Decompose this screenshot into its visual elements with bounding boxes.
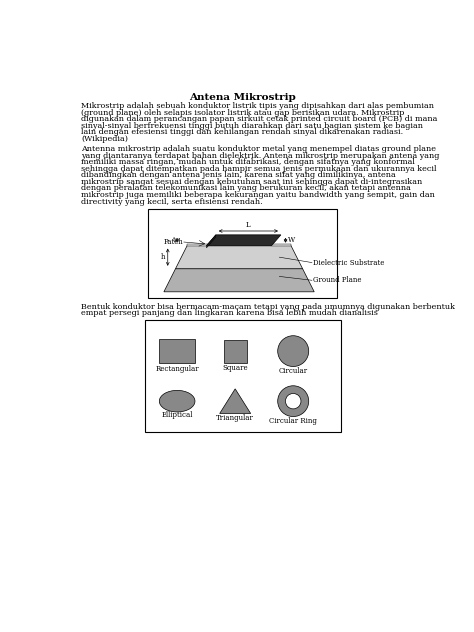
- Text: yang diantaranya terdapat bahan dielektrik. Antena mikrostrip merupakan antena y: yang diantaranya terdapat bahan dielektr…: [81, 152, 439, 160]
- Text: t: t: [173, 236, 175, 244]
- Polygon shape: [175, 246, 302, 269]
- Text: (Wikipedia): (Wikipedia): [81, 135, 128, 143]
- Circle shape: [285, 394, 301, 409]
- Polygon shape: [207, 235, 281, 246]
- Polygon shape: [219, 389, 251, 413]
- Text: Circular: Circular: [279, 367, 308, 375]
- Text: W: W: [288, 236, 295, 244]
- Text: h: h: [161, 253, 165, 261]
- Text: sehingga dapat ditempatkan pada hampir semua jenis permukaan dan ukurannya kecil: sehingga dapat ditempatkan pada hampir s…: [81, 165, 437, 173]
- Bar: [159, 339, 195, 363]
- Text: Dielectric Substrate: Dielectric Substrate: [313, 258, 385, 267]
- Circle shape: [278, 386, 309, 416]
- Text: Antena Mikrostrip: Antena Mikrostrip: [190, 93, 296, 102]
- Text: (ground plane) oleh selapis isolator listrik atau gap berisikan udara. Mikrostri: (ground plane) oleh selapis isolator lis…: [81, 109, 404, 116]
- Text: Triangular: Triangular: [216, 414, 254, 422]
- Text: dibandingkan dengan antena jenis lain, karena sifat yang dimilikinya, antena: dibandingkan dengan antena jenis lain, k…: [81, 171, 396, 179]
- Text: Square: Square: [222, 365, 248, 372]
- Text: Ground Plane: Ground Plane: [313, 276, 362, 284]
- Polygon shape: [207, 235, 216, 248]
- Polygon shape: [164, 269, 314, 292]
- Text: dengan peralatan telekomunikasi lain yang berukuran kecil, akan tetapi antenna: dengan peralatan telekomunikasi lain yan…: [81, 185, 411, 192]
- Bar: [148, 209, 337, 298]
- Text: Antenna mikrostrip adalah suatu konduktor metal yang menempel diatas ground plan: Antenna mikrostrip adalah suatu kondukto…: [81, 145, 436, 153]
- Text: Patch: Patch: [164, 238, 183, 246]
- Text: lain dengan efesiensi tinggi dan kehilangan rendah sinyal dikarenakan radiasi.: lain dengan efesiensi tinggi dan kehilan…: [81, 128, 403, 137]
- Text: mikrostrip juga memiliki beberapa kekurangan yaitu bandwidth yang sempit, gain d: mikrostrip juga memiliki beberapa kekura…: [81, 191, 435, 199]
- Text: Bentuk konduktor bisa bermacam-macam tetapi yang pada umumnya digunakan berbentu: Bentuk konduktor bisa bermacam-macam tet…: [81, 303, 455, 310]
- Polygon shape: [187, 244, 291, 246]
- Text: sinyal-sinyal berfrekuensi tinggi butuh diarahkan dari satu bagian sistem ke bag: sinyal-sinyal berfrekuensi tinggi butuh …: [81, 121, 423, 130]
- Text: Circular Ring: Circular Ring: [269, 416, 317, 425]
- Ellipse shape: [159, 391, 195, 412]
- Text: Elliptical: Elliptical: [162, 411, 193, 418]
- Text: memiliki massa ringan, mudah untuk difabrikasi, dengan sifatnya yang konformal: memiliki massa ringan, mudah untuk difab…: [81, 158, 415, 166]
- Text: directivity yang kecil, serta efisiensi rendah.: directivity yang kecil, serta efisiensi …: [81, 197, 263, 205]
- Text: Mikrostrip adalah sebuah konduktor listrik tipis yang dipisahkan dari alas pembu: Mikrostrip adalah sebuah konduktor listr…: [81, 102, 434, 110]
- Text: Rectangular: Rectangular: [155, 365, 199, 373]
- Text: empat persegi panjang dan lingkaran karena bisa lebih mudah dianalisis: empat persegi panjang dan lingkaran kare…: [81, 309, 378, 317]
- Bar: [145, 320, 341, 432]
- Text: mikrostrip sangat sesuai dengan kebutuhan saat ini sehingga dapat di-integrasika: mikrostrip sangat sesuai dengan kebutuha…: [81, 178, 422, 186]
- Bar: [224, 339, 247, 363]
- Text: digunakan dalam perancangan papan sirkuit cetak printed circuit board (PCB) di m: digunakan dalam perancangan papan sirkui…: [81, 115, 438, 123]
- Text: L: L: [246, 221, 251, 229]
- Circle shape: [278, 336, 309, 367]
